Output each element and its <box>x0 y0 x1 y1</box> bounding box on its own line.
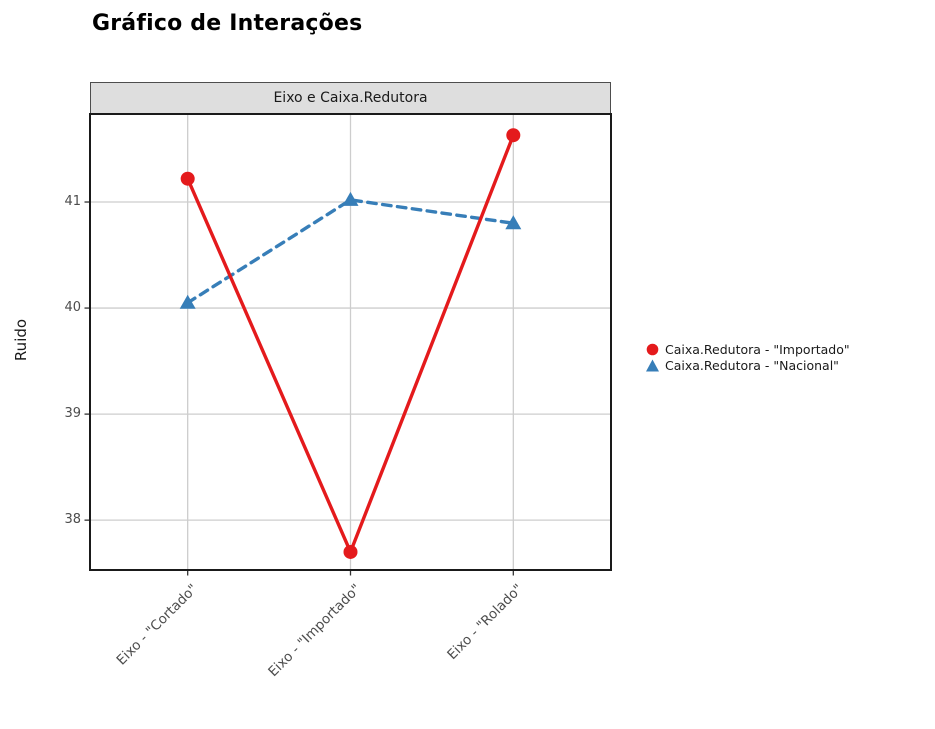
legend-item: Caixa.Redutora - "Nacional" <box>644 358 850 374</box>
chart-title: Gráfico de Interações <box>92 11 363 36</box>
data-point-triangle <box>505 215 522 230</box>
y-tick-label: 41 <box>64 194 81 210</box>
y-tick-label: 38 <box>64 512 81 528</box>
data-point-triangle <box>179 294 196 309</box>
legend: Caixa.Redutora - "Importado" Caixa.Reduto… <box>644 342 850 373</box>
data-point-circle <box>506 128 521 143</box>
y-tick-label: 39 <box>64 406 81 422</box>
facet-strip: Eixo e Caixa.Redutora <box>90 82 611 114</box>
y-tick-label: 40 <box>64 300 81 316</box>
legend-triangle-icon <box>646 359 659 372</box>
data-point-triangle <box>342 191 359 206</box>
data-point-circle <box>343 544 358 559</box>
series-line-nacional <box>185 198 516 305</box>
facet-strip-label: Eixo e Caixa.Redutora <box>273 90 428 106</box>
data-point-circle <box>180 171 195 186</box>
legend-circle-icon <box>646 343 659 356</box>
legend-item: Caixa.Redutora - "Importado" <box>644 342 850 358</box>
panel-border <box>89 113 612 571</box>
legend-label: Caixa.Redutora - "Importado" <box>665 342 850 358</box>
legend-label: Caixa.Redutora - "Nacional" <box>665 357 839 373</box>
